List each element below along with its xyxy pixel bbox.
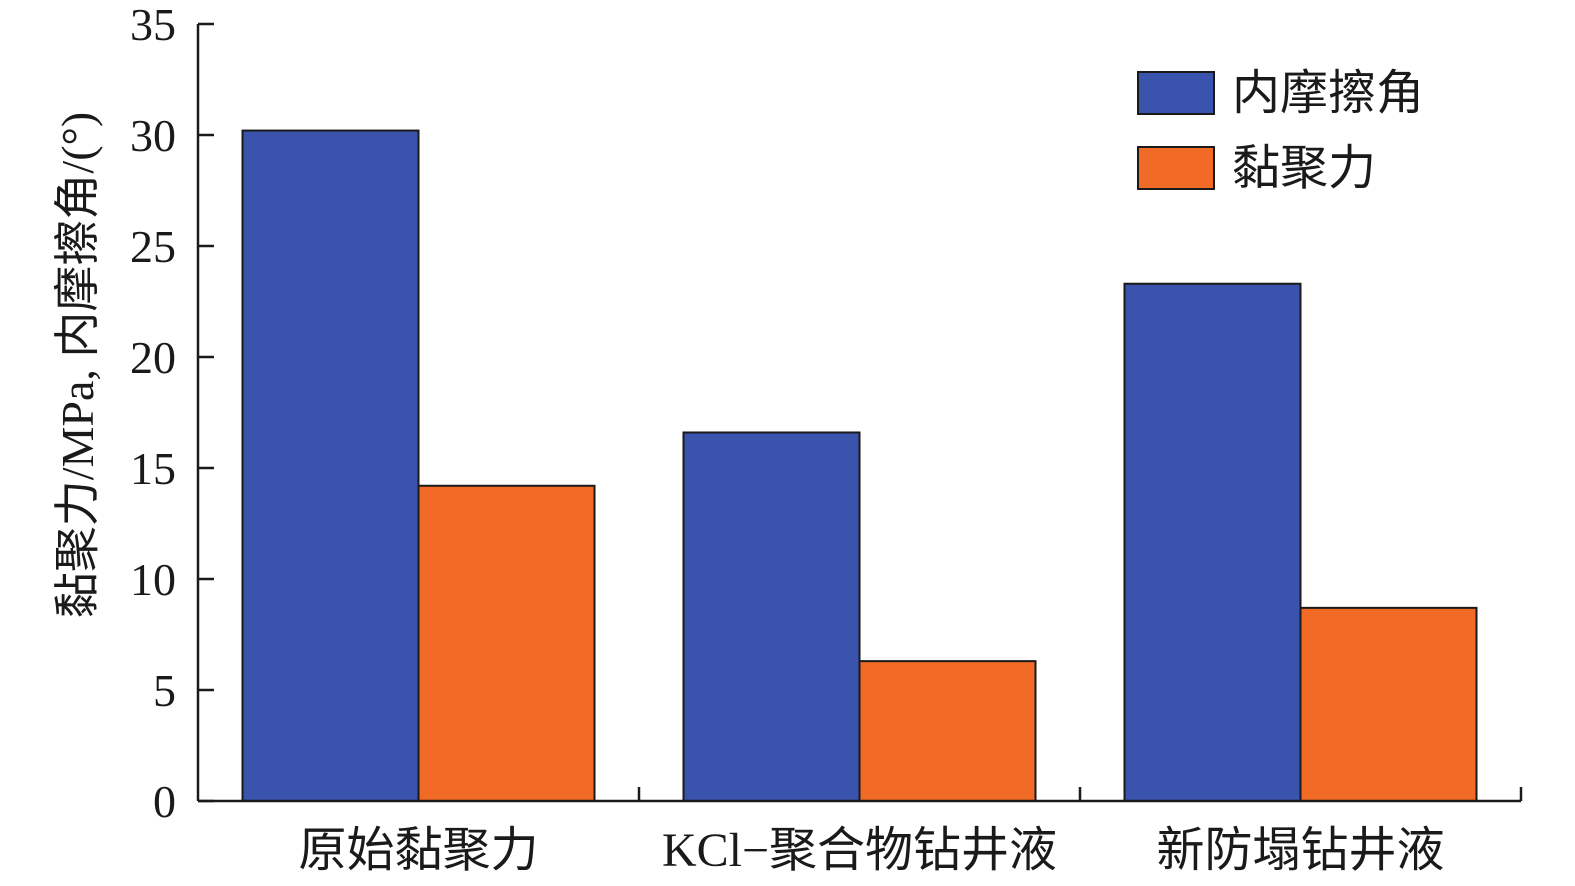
y-tick-label: 30 — [130, 110, 176, 161]
bar-internal-friction-angle — [682, 431, 861, 802]
bar-internal-friction-angle — [241, 129, 420, 802]
y-tick-label: 25 — [130, 221, 176, 272]
axes-group — [196, 24, 1521, 803]
legend-swatch — [1137, 71, 1215, 115]
y-tick-label: 10 — [130, 554, 176, 605]
x-tick-label: 新防塌钻井液 — [1156, 824, 1444, 877]
y-tick-label: 15 — [130, 443, 176, 494]
y-tick-label: 35 — [130, 0, 176, 50]
x-tick-label: KCl−聚合物钻井液 — [662, 824, 1057, 877]
y-tick-label: 5 — [153, 665, 176, 716]
y-tick-label: 20 — [130, 332, 176, 383]
y-tick-label: 0 — [153, 776, 176, 827]
legend-swatch — [1137, 146, 1215, 190]
legend-label: 内摩擦角 — [1232, 67, 1424, 120]
bars-group — [241, 129, 1478, 803]
y-axis-label: 黏聚力/MPa, 内摩擦角/(°) — [52, 112, 103, 619]
bar-cohesion — [858, 660, 1037, 803]
x-ticks-group: 原始黏聚力 KCl−聚合物钻井液 新防塌钻井液 — [298, 787, 1523, 877]
legend-label: 黏聚力 — [1232, 142, 1376, 195]
bar-cohesion — [1299, 606, 1478, 802]
x-tick-label: 原始黏聚力 — [298, 824, 538, 877]
bar-internal-friction-angle — [1123, 282, 1302, 802]
y-ticks-group: 0 5 10 15 20 25 30 35 — [130, 0, 214, 827]
bar-cohesion — [417, 484, 596, 802]
